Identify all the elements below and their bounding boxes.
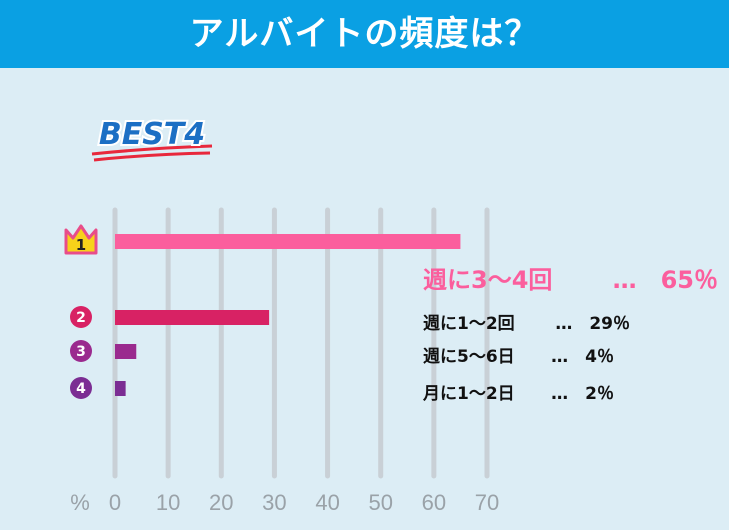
bars [115, 234, 461, 396]
rank-3-badge [70, 340, 92, 362]
x-axis-ticks: 0 10 20 30 40 50 60 70 [109, 490, 499, 515]
category-label-3: 週に5〜6日 [423, 347, 515, 367]
best4-text: BEST4 [99, 117, 205, 152]
bar-chart: BEST4 1 2 3 4 週に3〜4回 … 65％ 週に1〜2回 … 29％ 週に5〜6日 …… [64, 115, 718, 515]
bar-3 [115, 344, 137, 359]
rank-1-number: 1 [76, 236, 86, 254]
rank-2-number: 2 [76, 310, 86, 326]
value-label-2: … 29％ [555, 314, 630, 334]
page-title: アルバイトの頻度は？ [189, 14, 540, 54]
grid-lines [112, 207, 490, 479]
x-tick-label: 0 [109, 490, 121, 515]
rank-3-number: 3 [76, 344, 86, 360]
x-tick-label: 70 [475, 490, 499, 515]
data-labels: 週に3〜4回 … 65％ 週に1〜2回 … 29％ 週に5〜6日 … 4％ 月に1〜2日 … … [422, 266, 718, 404]
rank-icons: 1 2 3 4 [64, 224, 98, 399]
value-label-3: … 4％ [551, 347, 614, 367]
x-axis-label: % [70, 490, 90, 515]
best4-badge: BEST4 [91, 115, 213, 162]
value-label-1: … 65％ [613, 266, 718, 294]
bar-4 [115, 381, 126, 396]
bar-2 [115, 310, 270, 325]
header-bar [0, 0, 729, 68]
category-label-2: 週に1〜2回 [423, 314, 515, 334]
x-tick-label: 10 [156, 490, 180, 515]
bar-1 [115, 234, 461, 249]
x-tick-label: 50 [368, 490, 392, 515]
x-tick-label: 60 [422, 490, 446, 515]
rank-2-badge [70, 306, 92, 328]
x-tick-label: 40 [315, 490, 339, 515]
rank-4-badge [70, 377, 92, 399]
rank-4-number: 4 [76, 381, 86, 397]
category-label-1: 週に3〜4回 [423, 266, 552, 294]
value-label-4: … 2％ [551, 384, 614, 404]
x-tick-label: 20 [209, 490, 233, 515]
category-label-4: 月に1〜2日 [422, 384, 515, 404]
crown-icon: 1 [64, 224, 98, 255]
x-tick-label: 30 [262, 490, 286, 515]
